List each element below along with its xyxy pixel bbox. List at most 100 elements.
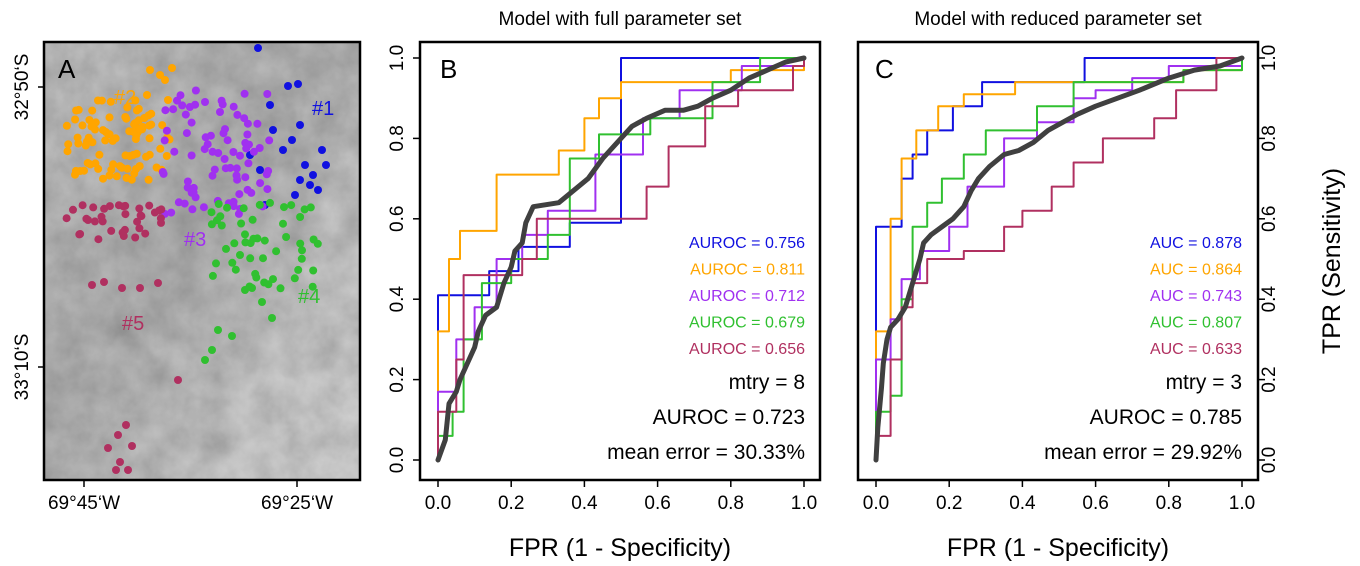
panel-c-frame <box>856 40 1260 482</box>
sample-point <box>162 126 171 135</box>
sample-point <box>226 163 235 172</box>
sample-point <box>191 193 200 202</box>
sample-point <box>223 203 231 212</box>
sample-point <box>287 201 296 210</box>
legend-entry: AUC = 0.878 <box>1150 235 1242 252</box>
sample-point <box>137 212 146 221</box>
sample-point <box>85 116 94 124</box>
legend-entry: AUROC = 0.656 <box>689 341 805 358</box>
stat-line: AUROC = 0.723 <box>653 406 805 429</box>
sample-point <box>201 356 209 364</box>
sample-point <box>154 279 162 287</box>
sample-point <box>240 89 249 98</box>
sample-point <box>123 164 132 173</box>
sample-point <box>132 131 141 140</box>
panel-b-title: Model with full parameter set <box>499 9 743 30</box>
sample-point <box>255 200 264 209</box>
sample-point <box>124 466 132 474</box>
sample-point <box>266 101 274 109</box>
sample-point <box>73 133 82 142</box>
lat-label-north: 32°50‘S <box>12 54 33 121</box>
sample-point <box>246 254 255 263</box>
sample-point <box>119 232 128 240</box>
stat-line: mtry = 8 <box>729 371 805 394</box>
sample-point <box>223 136 232 145</box>
sample-point <box>231 265 240 274</box>
x-tick-label: 0.4 <box>571 493 598 514</box>
sample-point <box>308 282 317 291</box>
sample-point <box>188 205 197 214</box>
sample-point <box>116 458 124 466</box>
sample-point <box>282 233 291 241</box>
sample-point <box>220 155 229 163</box>
sample-point <box>74 139 83 148</box>
panel-b-stats: mtry = 8 AUROC = 0.723 mean error = 30.33% <box>607 371 805 464</box>
sample-point <box>81 141 90 150</box>
sample-point <box>264 167 273 175</box>
y-tick-label: 0.2 <box>1259 366 1280 392</box>
lat-label-south: 33°10‘S <box>12 334 33 401</box>
sample-point <box>128 442 136 450</box>
sample-point <box>208 171 217 180</box>
sample-point <box>181 110 190 119</box>
sample-point <box>276 284 285 293</box>
sample-point <box>313 239 322 248</box>
sample-point <box>259 254 267 263</box>
panel-letter-b: B <box>440 54 457 84</box>
sample-point <box>229 102 238 111</box>
sample-point <box>106 97 115 106</box>
x-tick-label: 0.0 <box>863 493 889 514</box>
sample-point <box>248 284 256 292</box>
y-tick-label: 0.2 <box>387 366 408 392</box>
sample-point <box>294 80 302 88</box>
sample-point <box>301 161 309 169</box>
sample-point <box>131 233 140 242</box>
stat-line: mean error = 30.33% <box>607 441 805 464</box>
sample-point <box>129 150 138 159</box>
sample-point <box>114 201 123 210</box>
sample-point <box>280 203 288 212</box>
sample-point <box>169 105 178 114</box>
sample-point <box>266 198 274 207</box>
sample-point <box>87 122 96 131</box>
panel-b-curves <box>435 55 807 463</box>
sample-point <box>86 160 95 169</box>
sample-point <box>88 106 97 115</box>
sample-point <box>260 236 269 245</box>
lon-label-east: 69°25‘W <box>261 493 333 514</box>
sample-point <box>95 150 104 159</box>
sample-point <box>161 76 169 84</box>
panel-b-axes: 0.0 0.2 0.4 0.6 0.8 1.0 0.0 0.2 0.4 0.6 0.8 1.0 <box>387 45 817 514</box>
panel-c-title: Model with reduced parameter set <box>914 9 1202 30</box>
sample-point <box>264 280 273 289</box>
sample-point <box>214 326 222 334</box>
sample-point <box>199 203 208 212</box>
sample-point <box>235 190 244 199</box>
sample-point <box>145 134 154 143</box>
sample-point <box>97 212 106 221</box>
sample-point <box>144 175 153 184</box>
sample-point <box>135 162 144 171</box>
sample-point <box>104 130 113 139</box>
y-tick-label: 1.0 <box>1259 45 1280 71</box>
sample-point <box>318 146 326 154</box>
sample-point <box>63 147 72 156</box>
sample-point <box>230 239 239 248</box>
sample-point <box>89 203 98 212</box>
sample-point <box>244 159 253 168</box>
sample-point <box>241 173 250 182</box>
sample-point <box>296 239 305 248</box>
roc-curve-mean <box>435 55 807 463</box>
cluster-label-1: #1 <box>312 98 334 120</box>
panel-letter-c: C <box>875 54 894 84</box>
stat-line: AUROC = 0.785 <box>1090 406 1242 429</box>
sample-point <box>156 144 165 153</box>
sample-point <box>125 127 134 136</box>
sample-point <box>69 205 77 214</box>
sample-point <box>210 165 219 174</box>
sample-point <box>112 172 121 181</box>
sample-point <box>64 140 73 149</box>
sample-point <box>240 114 249 123</box>
sample-point <box>121 151 130 160</box>
sample-point <box>143 91 151 99</box>
